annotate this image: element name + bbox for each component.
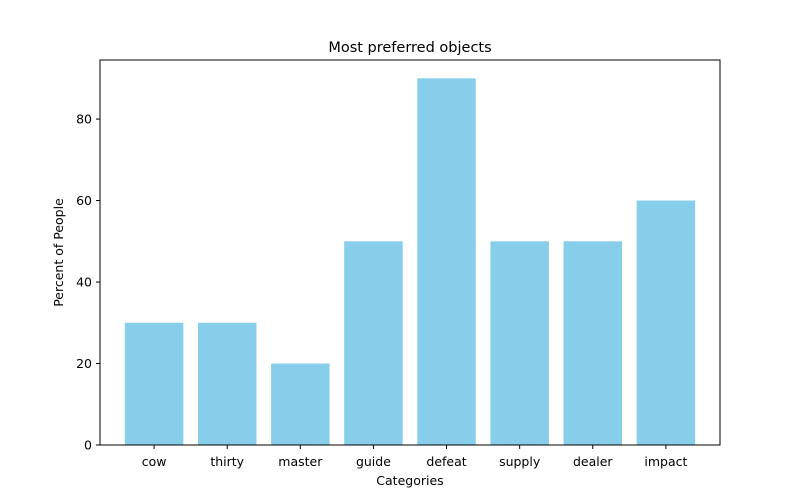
- x-tick-label: dealer: [573, 454, 613, 469]
- y-axis: 0 20 40 60 80: [76, 112, 100, 453]
- plot-frame: [99, 59, 721, 446]
- bar-dealer: [563, 241, 623, 445]
- bar-thirty: [197, 322, 257, 445]
- bar-impact: [636, 200, 696, 445]
- bar-defeat: [417, 78, 476, 445]
- y-tick-label: 80: [76, 112, 92, 127]
- bars-group: [124, 78, 696, 445]
- chart-title: Most preferred objects: [328, 40, 491, 56]
- x-tick-label: supply: [499, 454, 541, 469]
- x-tick-label: guide: [356, 454, 391, 469]
- bar-cow: [124, 322, 184, 445]
- x-tick-label: cow: [142, 454, 167, 469]
- y-tick-label: 20: [76, 356, 92, 371]
- bar-master: [271, 363, 330, 445]
- x-tick-label: impact: [644, 454, 687, 469]
- x-tick-label: thirty: [210, 454, 244, 469]
- y-tick-label: 0: [84, 438, 92, 453]
- y-tick-label: 40: [76, 275, 92, 290]
- x-axis: cow thirty master guide defeat supply dealer im…: [142, 445, 687, 469]
- y-axis-label: Percent of People: [51, 198, 66, 307]
- x-axis-label: Categories: [376, 473, 443, 488]
- y-tick-label: 60: [76, 193, 92, 208]
- bar-guide: [344, 241, 403, 445]
- x-tick-label: defeat: [426, 454, 466, 469]
- x-tick-label: master: [278, 454, 323, 469]
- bar-supply: [490, 241, 549, 445]
